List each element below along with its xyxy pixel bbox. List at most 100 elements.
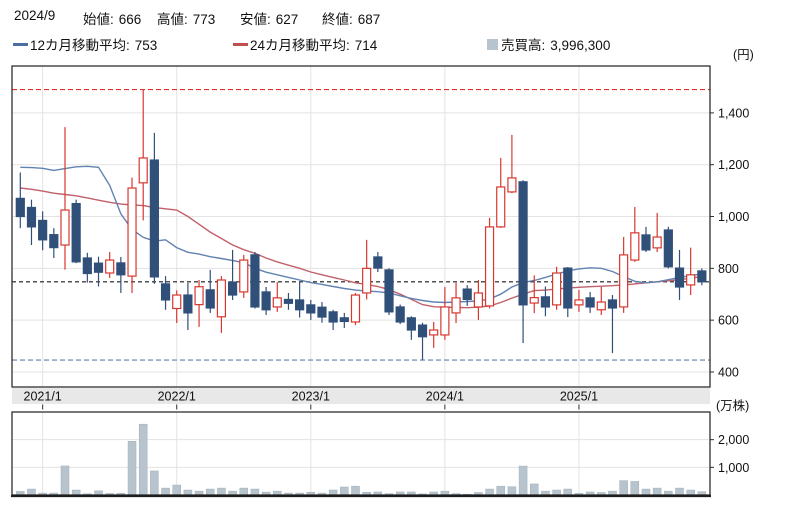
selected-month: 2024/9 (14, 8, 56, 23)
volume-bar-2022/5[interactable] (217, 487, 226, 496)
candle-2025/2[interactable] (585, 297, 595, 308)
candle-2022/5[interactable] (216, 279, 227, 318)
volume-bar-2023/3[interactable] (328, 489, 338, 496)
candle-2023/12[interactable] (429, 329, 439, 336)
candle-2023/9[interactable] (395, 306, 405, 323)
candle-2024/7[interactable] (507, 177, 517, 193)
candle-2022/10[interactable] (272, 297, 282, 308)
candle-2025/3[interactable] (596, 301, 606, 311)
legend-volume: 売買高: 3,996,300 (487, 34, 610, 54)
volume-bar-2021/4[interactable] (71, 489, 81, 496)
volume-bar-2024/7[interactable] (507, 486, 517, 496)
candle-2024/1[interactable] (440, 306, 450, 336)
candle-2021/10[interactable] (138, 157, 148, 184)
candle-2025/9[interactable] (663, 229, 673, 268)
candle-2021/5[interactable] (82, 257, 92, 275)
candle-2023/2[interactable] (317, 306, 327, 318)
volume-bar-2021/10[interactable] (138, 423, 148, 496)
candle-2023/10[interactable] (406, 317, 416, 331)
candle-2025/4[interactable] (607, 299, 618, 309)
candle-2025/7[interactable] (641, 234, 651, 251)
candle-2024/9[interactable] (529, 297, 539, 304)
candle-2020/11[interactable] (15, 197, 25, 218)
volume-bar-2025/8[interactable] (652, 487, 662, 496)
candle-2023/4[interactable] (339, 317, 349, 323)
candle-2022/7[interactable] (239, 259, 249, 293)
volume-bar-2024/12[interactable] (563, 488, 573, 496)
volume-bar-2025/6[interactable] (630, 481, 640, 496)
candle-2024/2[interactable] (451, 297, 461, 314)
candle-2021/12[interactable] (160, 283, 171, 301)
candle-2023/5[interactable] (350, 294, 361, 323)
candle-2024/5[interactable] (484, 226, 495, 307)
candle-2022/12[interactable] (295, 299, 305, 311)
candle-2024/4[interactable] (473, 292, 483, 308)
volume-bar-2021/11[interactable] (150, 470, 159, 496)
candle-2024/11[interactable] (552, 272, 562, 306)
candle-2022/2[interactable] (183, 294, 193, 314)
candle-2024/6[interactable] (496, 186, 506, 228)
volume-bar-2022/8[interactable] (250, 488, 260, 496)
candle-2021/2[interactable] (49, 234, 59, 249)
candle-2023/6[interactable] (362, 267, 372, 294)
candle-2022/8[interactable] (250, 254, 260, 308)
volume-bar-2025/10[interactable] (675, 487, 684, 496)
volume-bar-2024/5[interactable] (485, 488, 494, 496)
volume-bar-2025/5[interactable] (619, 480, 628, 496)
candle-2022/3[interactable] (194, 286, 204, 306)
candle-2023/7[interactable] (373, 256, 383, 269)
candle-2021/9[interactable] (127, 187, 137, 277)
volume-bar-2022/4[interactable] (205, 488, 215, 496)
candle-2021/1[interactable] (38, 219, 48, 241)
volume-bar-2023/5[interactable] (351, 485, 360, 496)
candle-2022/11[interactable] (283, 298, 294, 304)
candle-2020/12[interactable] (26, 206, 37, 228)
volume-bar-2022/1[interactable] (172, 484, 181, 496)
candle-2025/5[interactable] (619, 254, 629, 308)
candle-2025/1[interactable] (574, 299, 584, 306)
price-plot-border[interactable] (11, 65, 711, 388)
candle-2022/1[interactable] (172, 294, 182, 310)
volume-bar-2024/8[interactable] (518, 465, 528, 496)
volume-axis-label: 1,000 (718, 461, 749, 475)
volume-bar-2023/4[interactable] (340, 486, 349, 496)
candle-2025/8[interactable] (652, 236, 662, 249)
stat-open-label: 始値: (83, 12, 114, 27)
candle-2024/12[interactable] (563, 267, 573, 309)
volume-bar-2020/12[interactable] (27, 488, 36, 496)
candle-2024/3[interactable] (462, 288, 472, 301)
volume-bar-2025/11[interactable] (686, 489, 695, 496)
candle-2021/4[interactable] (71, 202, 81, 263)
candle-2025/10[interactable] (674, 267, 685, 288)
volume-bar-2024/6[interactable] (496, 485, 505, 496)
candle-2021/8[interactable] (116, 262, 126, 276)
volume-bar-2024/11[interactable] (552, 489, 561, 496)
candle-2024/8[interactable] (518, 181, 528, 306)
volume-bar-2021/9[interactable] (127, 441, 137, 496)
volume-bar-2022/7[interactable] (239, 487, 249, 496)
candle-2025/11[interactable] (686, 274, 696, 286)
candle-2025/6[interactable] (630, 232, 640, 261)
candle-2023/8[interactable] (384, 269, 394, 313)
volume-bar-2021/3[interactable] (60, 465, 70, 496)
candle-2021/3[interactable] (60, 209, 70, 246)
candle-2021/11[interactable] (149, 159, 159, 278)
volume-bar-2021/12[interactable] (161, 487, 170, 496)
candle-2021/7[interactable] (105, 259, 115, 274)
candle-2022/6[interactable] (227, 281, 238, 296)
candle-2024/10[interactable] (540, 296, 551, 308)
candle-2023/1[interactable] (306, 304, 316, 314)
price-axis-label: 1,400 (718, 106, 749, 120)
candle-2021/6[interactable] (93, 262, 104, 273)
volume-bar-2024/9[interactable] (530, 483, 539, 496)
candle-2022/4[interactable] (205, 289, 215, 309)
volume-bar-2025/7[interactable] (641, 488, 651, 496)
candle-2023/11[interactable] (417, 324, 428, 338)
candle-2023/3[interactable] (328, 311, 338, 323)
ma24-line (20, 187, 702, 309)
candle-2025/12[interactable] (697, 270, 707, 283)
candle-2022/9[interactable] (261, 291, 271, 311)
volume-bar-2022/2[interactable] (183, 489, 193, 496)
stat-low-label: 安値: (240, 12, 271, 27)
